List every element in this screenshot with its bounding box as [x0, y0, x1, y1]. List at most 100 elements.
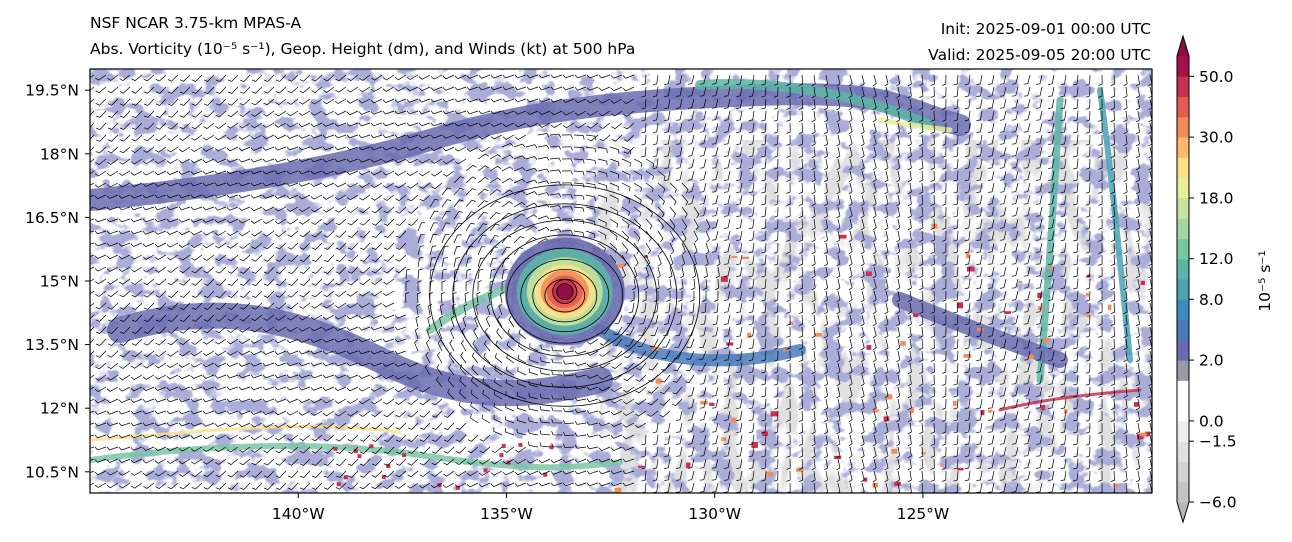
wind-barb: [610, 74, 623, 79]
wind-barb: [907, 182, 912, 195]
wind-barb: [143, 362, 155, 369]
wind-barb: [335, 482, 347, 490]
wind-barb: [178, 182, 191, 187]
wind-barb: [860, 398, 865, 411]
wind-barb: [1035, 98, 1043, 109]
wind-barb: [551, 346, 563, 352]
wind-barb: [358, 350, 371, 355]
wind-barb: [418, 98, 431, 103]
wind-barb: [334, 122, 347, 127]
wind-barb: [872, 194, 877, 207]
wind-barb: [773, 398, 779, 410]
wind-barb: [286, 386, 299, 391]
wind-barb: [609, 170, 619, 179]
wind-barb: [648, 362, 659, 371]
wind-barb: [687, 74, 695, 85]
wind-barb: [513, 155, 526, 160]
wind-barb: [1060, 242, 1067, 254]
wind-barb: [382, 86, 395, 92]
vorticity-maximum: [386, 464, 391, 469]
wind-barb: [238, 362, 251, 367]
wind-barb: [597, 158, 608, 166]
wind-barb: [515, 446, 527, 453]
wind-barb: [919, 434, 924, 447]
wind-barb: [489, 268, 496, 280]
wind-barb: [550, 470, 563, 475]
wind-barb: [988, 326, 995, 337]
wind-barb: [723, 182, 731, 193]
wind-barb: [1110, 362, 1115, 375]
wind-barb: [526, 110, 539, 115]
wind-barb: [964, 446, 971, 458]
wind-barb: [586, 362, 599, 368]
wind-barb: [310, 170, 323, 175]
wind-barb: [786, 314, 791, 326]
wind-barb: [699, 134, 707, 145]
wind-barb: [394, 158, 407, 164]
wind-barb: [501, 235, 512, 244]
wind-barb: [1123, 206, 1128, 219]
wind-barb: [347, 266, 359, 274]
wind-barb: [585, 206, 596, 214]
wind-barb: [1048, 302, 1055, 313]
wind-barb: [1110, 218, 1115, 231]
wind-barb: [642, 290, 647, 302]
wind-barb: [347, 410, 359, 417]
wind-barb: [562, 407, 575, 413]
wind-barb: [650, 326, 659, 336]
wind-barb: [130, 458, 143, 464]
wind-barb: [798, 314, 804, 327]
wind-barb: [723, 206, 731, 217]
wind-barb: [699, 458, 707, 469]
wind-barb: [1023, 398, 1031, 409]
wind-barb: [275, 242, 287, 250]
wind-barb: [1073, 266, 1079, 278]
wind-barb: [988, 254, 995, 265]
wind-barb: [166, 362, 179, 369]
wind-barb: [238, 146, 251, 152]
wind-barb: [574, 482, 587, 487]
wind-barb: [335, 278, 347, 286]
wind-barb: [773, 374, 779, 386]
wind-barb: [202, 158, 215, 164]
wind-barb: [335, 230, 347, 238]
wind-barb: [964, 194, 971, 206]
wind-barb: [824, 326, 828, 339]
wind-barb: [334, 158, 347, 163]
wind-barb: [359, 446, 371, 454]
wind-barb: [94, 410, 107, 415]
wind-barb: [848, 98, 853, 111]
wind-barb: [953, 134, 959, 146]
wind-barb: [503, 446, 515, 453]
wind-barb: [896, 230, 901, 243]
wind-barb: [1123, 98, 1128, 111]
wind-barb: [953, 278, 959, 290]
wind-barb: [664, 446, 671, 457]
wind-barb: [406, 122, 419, 127]
wind-barb: [287, 482, 299, 490]
wind-barb: [142, 422, 155, 427]
wind-barb: [1048, 410, 1055, 421]
wind-barb: [90, 110, 95, 116]
wind-barb: [574, 458, 587, 463]
wind-barb: [761, 134, 767, 146]
wind-barb: [664, 434, 671, 445]
wind-barb: [1060, 98, 1067, 110]
wind-barb: [953, 110, 959, 122]
wind-barb: [131, 110, 143, 119]
wind-barb: [860, 86, 865, 99]
wind-barb: [498, 303, 503, 316]
wind-barb: [1048, 230, 1055, 241]
valid-time: Valid: 2025-09-05 20:00 UTC: [928, 46, 1151, 64]
wind-barb: [202, 134, 215, 141]
wind-barb: [90, 314, 95, 320]
wind-barb: [575, 122, 587, 129]
wind-barb: [227, 74, 239, 82]
wind-barb: [953, 410, 959, 422]
wind-barb: [143, 74, 155, 82]
wind-barb: [736, 410, 743, 421]
wind-barb: [465, 176, 477, 184]
wind-barb: [953, 86, 959, 98]
wind-barb: [811, 98, 816, 111]
wind-barb: [964, 422, 971, 434]
